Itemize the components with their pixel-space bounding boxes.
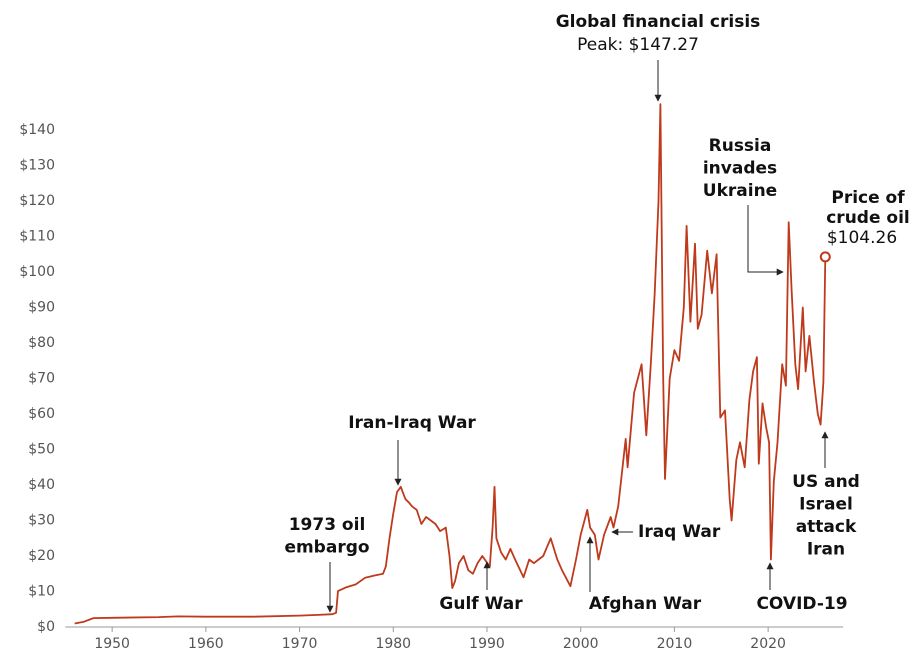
annotation: Iran-Iraq War: [348, 413, 476, 433]
x-tick-label: 1960: [188, 636, 224, 652]
annotation: Russia: [709, 136, 772, 156]
annotation: Afghan War: [589, 594, 702, 614]
annotation: Ukraine: [703, 181, 777, 201]
annotation: Iraq War: [638, 522, 721, 542]
y-tick-label: $40: [28, 477, 55, 493]
y-tick-label: $140: [19, 122, 55, 138]
end-label: $104.26: [827, 228, 897, 248]
annotation: Iran: [807, 540, 845, 560]
annotation: COVID-19: [756, 594, 847, 614]
annotation: Global financial crisis: [556, 12, 761, 32]
y-tick-label: $120: [19, 193, 55, 209]
y-tick-label: $20: [28, 548, 55, 564]
x-tick-label: 1990: [469, 636, 505, 652]
y-tick-label: $110: [19, 229, 55, 245]
y-tick-label: $90: [28, 300, 55, 316]
annotation: invades: [703, 159, 777, 179]
x-tick-label: 2010: [657, 636, 693, 652]
price-line: [74, 103, 827, 625]
y-tick-label: $10: [28, 584, 55, 600]
annotation: Israel: [799, 495, 853, 515]
x-tick-label: 1950: [94, 636, 130, 652]
x-tick-label: 1970: [282, 636, 318, 652]
x-tick-label: 2020: [750, 636, 786, 652]
y-tick-label: $80: [28, 335, 55, 351]
peak-label: Peak: $147.27: [577, 35, 699, 55]
x-tick-label: 1980: [375, 636, 411, 652]
y-tick-label: $30: [28, 513, 55, 529]
y-tick-label: $50: [28, 442, 55, 458]
annotation: embargo: [284, 538, 369, 558]
y-tick-label: $130: [19, 158, 55, 174]
annotation: crude oil: [826, 208, 910, 228]
y-tick-label: $60: [28, 406, 55, 422]
annotation: attack: [796, 517, 857, 537]
annotation: US and: [792, 472, 860, 492]
x-tick-label: 2000: [563, 636, 599, 652]
y-tick-label: $70: [28, 371, 55, 387]
annotation-arrow: [747, 205, 784, 276]
annotation: Gulf War: [439, 594, 523, 614]
end-marker: [819, 251, 831, 263]
annotation: 1973 oil: [289, 515, 366, 535]
annotation: Price of: [831, 188, 905, 208]
y-tick-label: $0: [37, 619, 55, 635]
y-tick-label: $100: [19, 264, 55, 280]
